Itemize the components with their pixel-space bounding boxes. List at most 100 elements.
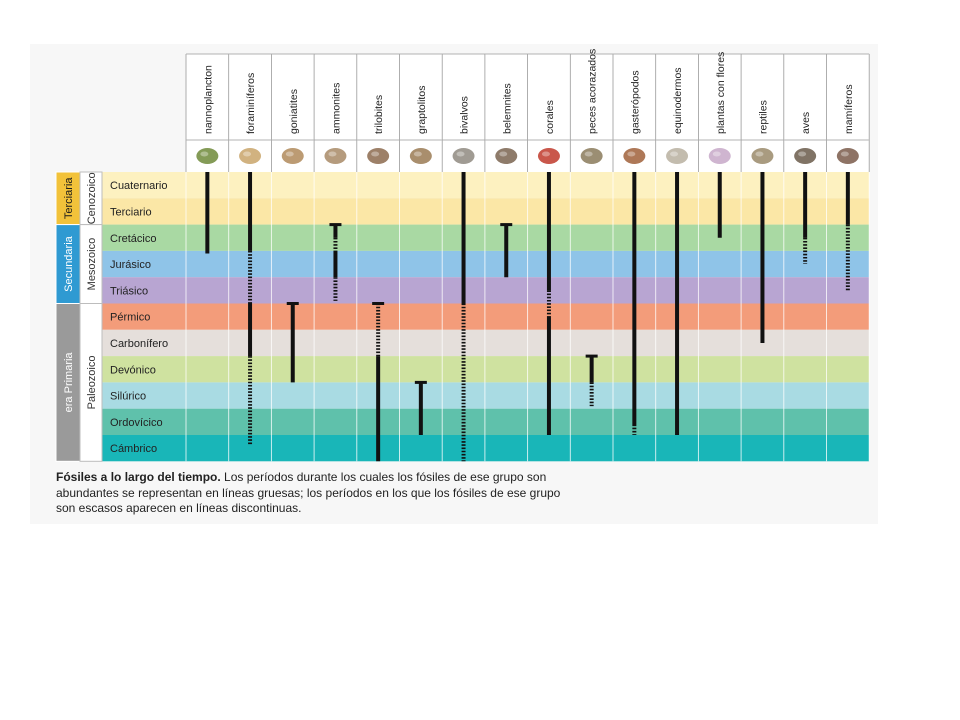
icon-highlight [243, 151, 252, 157]
era-cell [55, 171, 81, 226]
period-band [102, 329, 870, 357]
icon-highlight [285, 151, 294, 157]
coral-icon [537, 148, 560, 164]
ammonite-icon [324, 148, 347, 164]
period-band [102, 408, 870, 435]
armored-fish-icon [580, 148, 603, 164]
icon-body [239, 148, 262, 164]
period-band [102, 250, 870, 278]
subera-label: Cenozoico [86, 172, 98, 224]
icon-highlight [670, 151, 679, 157]
era-label: Secundaria [63, 235, 75, 292]
group-label: gasterópodos [629, 70, 641, 134]
gastropod-icon [623, 148, 646, 164]
icon-body [708, 148, 731, 164]
group-label: bivalvos [459, 96, 471, 134]
icon-highlight [371, 151, 380, 157]
group-label: aves [800, 112, 812, 134]
graptolite-icon [409, 148, 432, 164]
icon-body [794, 148, 817, 164]
icon-highlight [413, 151, 422, 157]
icon-body [495, 148, 518, 164]
icon-body [751, 148, 774, 164]
trilobite-icon [367, 148, 390, 164]
group-label: goniatites [288, 89, 300, 134]
period-label: Silúrico [110, 391, 146, 403]
icon-highlight [328, 151, 337, 157]
period-band [102, 277, 870, 304]
group-label: equinodermos [672, 67, 684, 134]
period-label: Carbonífero [110, 338, 168, 350]
group-label: nannoplancton [202, 65, 214, 134]
caption-text: Los períodos durante los cuales los fósi… [56, 470, 561, 515]
icon-body [836, 148, 859, 164]
era-cell [55, 303, 81, 462]
group-label: trilobites [373, 95, 385, 134]
era-label: era Primaria [63, 352, 75, 413]
icon-body [196, 148, 219, 164]
period-band [102, 224, 870, 251]
period-band [102, 198, 870, 225]
group-label: corales [544, 100, 556, 134]
subera-label: Paleozoico [86, 355, 98, 409]
period-label: Ordovícico [110, 417, 163, 429]
period-label: Jurásico [110, 259, 151, 271]
period-label: Devónico [110, 364, 156, 376]
period-label: Cámbrico [110, 443, 157, 455]
group-label: mamíferos [843, 84, 855, 134]
icon-highlight [840, 151, 849, 157]
subera-cell [79, 303, 103, 462]
flowering-plant-icon [708, 148, 731, 164]
icon-highlight [200, 151, 209, 157]
icon-body [409, 148, 432, 164]
icon-body [324, 148, 347, 164]
period-band [102, 382, 870, 409]
icon-body [452, 148, 475, 164]
subera-label: Mesozoico [86, 238, 98, 291]
group-label: peces acorazados [587, 49, 599, 134]
group-label: belemnites [501, 83, 513, 134]
echinoderm-icon [666, 148, 689, 164]
icon-highlight [755, 151, 764, 157]
group-label: graptolitos [416, 86, 428, 134]
group-label: reptiles [757, 100, 769, 134]
goniatite-icon [281, 148, 304, 164]
icon-body [281, 148, 304, 164]
period-label: Terciario [110, 206, 152, 218]
period-label: Pérmico [110, 312, 150, 324]
period-band [102, 172, 870, 199]
icon-highlight [712, 151, 721, 157]
icon-highlight [584, 151, 593, 157]
period-label: Triásico [110, 285, 148, 297]
figure-caption: Fósiles a lo largo del tiempo. Los perío… [56, 470, 576, 517]
group-label: plantas con flores [715, 52, 727, 134]
era-label: Terciaria [63, 177, 75, 219]
group-label: foraminíferos [245, 73, 257, 134]
icon-highlight [541, 151, 550, 157]
icon-body [367, 148, 390, 164]
icon-body [580, 148, 603, 164]
caption-title: Fósiles a lo largo del tiempo. [56, 470, 221, 484]
group-label: ammonites [330, 83, 342, 134]
icon-highlight [627, 151, 636, 157]
belemnite-icon [495, 148, 518, 164]
bivalve-icon [452, 148, 475, 164]
period-band [102, 435, 870, 462]
reptile-icon [751, 148, 774, 164]
nannoplankton-icon [196, 148, 219, 164]
era-cell [55, 224, 81, 305]
icon-highlight [798, 151, 807, 157]
icon-highlight [456, 151, 465, 157]
icon-body [666, 148, 689, 164]
period-band [102, 303, 870, 330]
icon-highlight [499, 151, 508, 157]
period-label: Cuaternario [110, 180, 167, 192]
bird-icon [794, 148, 817, 164]
icon-body [623, 148, 646, 164]
foraminifera-icon [239, 148, 262, 164]
period-label: Cretácico [110, 233, 156, 245]
icon-body [537, 148, 560, 164]
mammal-icon [836, 148, 859, 164]
period-band [102, 356, 870, 383]
